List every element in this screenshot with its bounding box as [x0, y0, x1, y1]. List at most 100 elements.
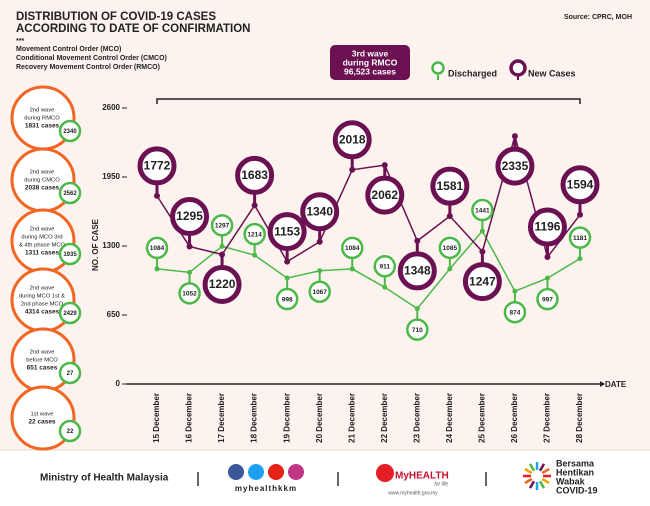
data-label: 1683	[241, 168, 268, 182]
data-label-bubble	[137, 146, 177, 186]
wave-label: 2nd wave	[30, 170, 55, 176]
wave-badge-value: 2340	[63, 129, 77, 135]
data-label: 710	[412, 327, 423, 334]
data-label-bubble	[267, 212, 307, 252]
title-mark: ***	[16, 38, 24, 45]
annotation: during RMCO	[343, 57, 398, 67]
x-tick-label: 22 December	[380, 393, 389, 443]
wave-badge-value: 2562	[63, 191, 77, 197]
wave-badge	[58, 419, 82, 443]
data-label-bubble	[495, 146, 535, 186]
data-label: 2062	[371, 188, 398, 202]
data-label-bubble	[235, 155, 275, 195]
wave-badge	[58, 361, 82, 385]
data-label-bubble	[178, 282, 201, 305]
legend-swatch	[431, 61, 445, 75]
wave-bracket	[156, 98, 581, 104]
data-label: 998	[282, 296, 293, 303]
point	[544, 254, 551, 261]
wave-label: 2nd wave	[30, 227, 55, 233]
y-tick-label: 1300	[102, 241, 120, 250]
data-label-bubble	[300, 192, 340, 232]
point	[479, 228, 485, 234]
burst-ray	[528, 463, 536, 472]
data-label: 1220	[209, 277, 236, 291]
data-label: 1772	[144, 159, 171, 173]
wave-label: 2nd wave	[30, 108, 55, 114]
data-label-bubble	[365, 175, 405, 215]
footer-background	[0, 450, 650, 506]
point	[219, 243, 225, 249]
data-label-bubble	[210, 214, 234, 237]
data-label-bubble	[373, 255, 397, 278]
burst-ray	[538, 480, 546, 489]
point	[219, 251, 226, 258]
wave-label: 1311 cases	[25, 250, 59, 257]
y-tick-label: 0	[116, 379, 121, 388]
burst-ray	[541, 477, 550, 485]
brand-icon	[376, 464, 394, 482]
wave-badge	[58, 181, 82, 205]
note: Movement Control Order (MCO)	[16, 46, 121, 53]
data-label: 874	[509, 309, 520, 316]
data-label-bubble	[308, 280, 331, 303]
wave-label: during MCO 1st &	[19, 294, 65, 300]
data-label-bubble	[536, 287, 559, 311]
x-tick-label: 21 December	[347, 393, 356, 443]
x-tick-label: 27 December	[543, 393, 552, 443]
data-label-bubble	[397, 251, 437, 291]
social-icon	[288, 464, 304, 480]
x-axis-title: DATE	[605, 380, 627, 389]
annotation-box	[330, 45, 410, 80]
y-tick-label: 1950	[102, 172, 120, 181]
data-label: 1441	[475, 207, 490, 214]
point	[186, 243, 193, 250]
point	[284, 275, 290, 281]
data-label: 997	[542, 296, 553, 303]
wave-badge	[58, 242, 82, 266]
tagline: for life	[434, 481, 448, 487]
x-tick-label: 24 December	[445, 393, 454, 443]
annotation: 96,523 cases	[344, 66, 396, 76]
wave-badge	[58, 119, 82, 143]
burst-ray	[541, 467, 550, 475]
data-label: 1181	[573, 235, 587, 242]
wave-badge-value: 1935	[63, 252, 77, 258]
data-label: 1348	[404, 264, 431, 278]
campaign: Wabak	[556, 476, 586, 486]
data-label: 1295	[176, 209, 203, 223]
data-label: 1581	[436, 179, 463, 193]
data-label-bubble	[560, 165, 600, 205]
data-label-bubble	[332, 120, 372, 160]
wave-label: during RMCO	[24, 116, 60, 122]
data-label-bubble	[340, 236, 364, 260]
data-label: 1297	[215, 223, 230, 230]
y-axis-title: NO. OF CASE	[91, 218, 100, 271]
campaign: Bersama	[556, 458, 595, 468]
ministry: Ministry of Health Malaysia	[40, 473, 169, 484]
social-icon	[248, 464, 264, 480]
data-label-bubble	[527, 207, 567, 247]
burst-ray	[524, 467, 533, 475]
data-label-bubble	[170, 197, 210, 237]
data-label: 1084	[345, 245, 360, 252]
data-label: 1153	[274, 224, 300, 238]
social-icon	[228, 464, 244, 480]
data-label: 1196	[534, 220, 560, 234]
point	[252, 252, 258, 258]
series-line	[156, 229, 581, 310]
point	[154, 266, 160, 272]
point	[511, 133, 518, 140]
data-label-bubble	[430, 166, 470, 206]
data-label-bubble	[568, 226, 592, 249]
note: Conditional Movement Control Order (CMCO…	[16, 55, 167, 62]
x-tick-label: 15 December	[152, 393, 161, 443]
legend-label: Discharged	[448, 68, 497, 78]
data-label-bubble	[406, 318, 429, 341]
wave-badge-value: 22	[67, 429, 74, 435]
wave-badge-value: 27	[67, 371, 74, 377]
wave-label: 2nd wave	[30, 350, 55, 356]
x-tick-label: 16 December	[185, 393, 194, 443]
wave-badge-value: 2429	[63, 311, 77, 317]
data-label: 1067	[312, 289, 327, 296]
